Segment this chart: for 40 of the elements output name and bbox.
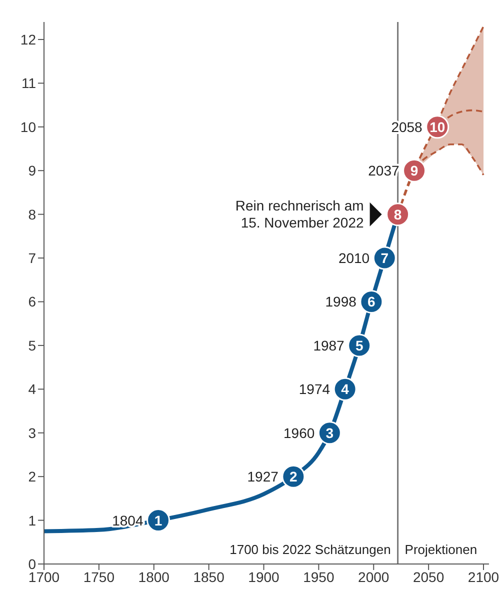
data-label: 10	[430, 118, 446, 135]
data-label: 5	[355, 337, 364, 354]
annotation: 1998	[325, 294, 357, 310]
y-tick-label: 7	[28, 250, 36, 266]
annotation: 2010	[338, 250, 370, 266]
y-tick-label: 12	[20, 31, 36, 48]
y-tick-label: 10	[20, 118, 36, 135]
annotation: 1987	[313, 337, 345, 354]
annotation: 1700 bis 2022 Schätzungen	[230, 542, 391, 557]
x-tick-label: 2050	[412, 568, 444, 585]
y-tick-label: 1	[28, 512, 36, 528]
data-label: 1	[154, 512, 162, 528]
data-label: 2	[290, 468, 298, 485]
x-tick-label: 1850	[193, 568, 225, 585]
data-label: 3	[326, 424, 334, 441]
data-label: 8	[394, 206, 402, 222]
x-tick-label: 1950	[303, 568, 334, 585]
y-tick-label: 3	[28, 424, 36, 441]
x-tick-label: 1750	[83, 568, 115, 585]
y-tick-label: 6	[28, 294, 36, 310]
annotation: 1804	[112, 512, 144, 528]
annotation: 1960	[284, 424, 315, 441]
annotation: 1927	[247, 468, 279, 485]
data-label: 7	[380, 250, 389, 266]
x-tick-label: 2100	[468, 568, 500, 585]
annotation: 1974	[298, 381, 330, 398]
annotation: Rein rechnerisch am 15. November 2022	[235, 197, 364, 230]
y-tick-label: 4	[28, 381, 36, 398]
data-label: 9	[410, 162, 418, 179]
data-label: 6	[368, 294, 376, 310]
x-tick-label: 2000	[358, 568, 390, 585]
x-tick-label: 1800	[138, 568, 170, 585]
y-tick-label: 9	[28, 162, 36, 179]
y-tick-label: 5	[28, 337, 36, 354]
y-tick-label: 2	[28, 468, 36, 485]
annotation: Projektionen	[404, 542, 478, 557]
y-tick-label: 11	[21, 75, 36, 92]
data-label: 4	[341, 381, 350, 398]
x-tick-label: 1900	[248, 568, 280, 585]
y-tick-label: 8	[28, 206, 36, 222]
